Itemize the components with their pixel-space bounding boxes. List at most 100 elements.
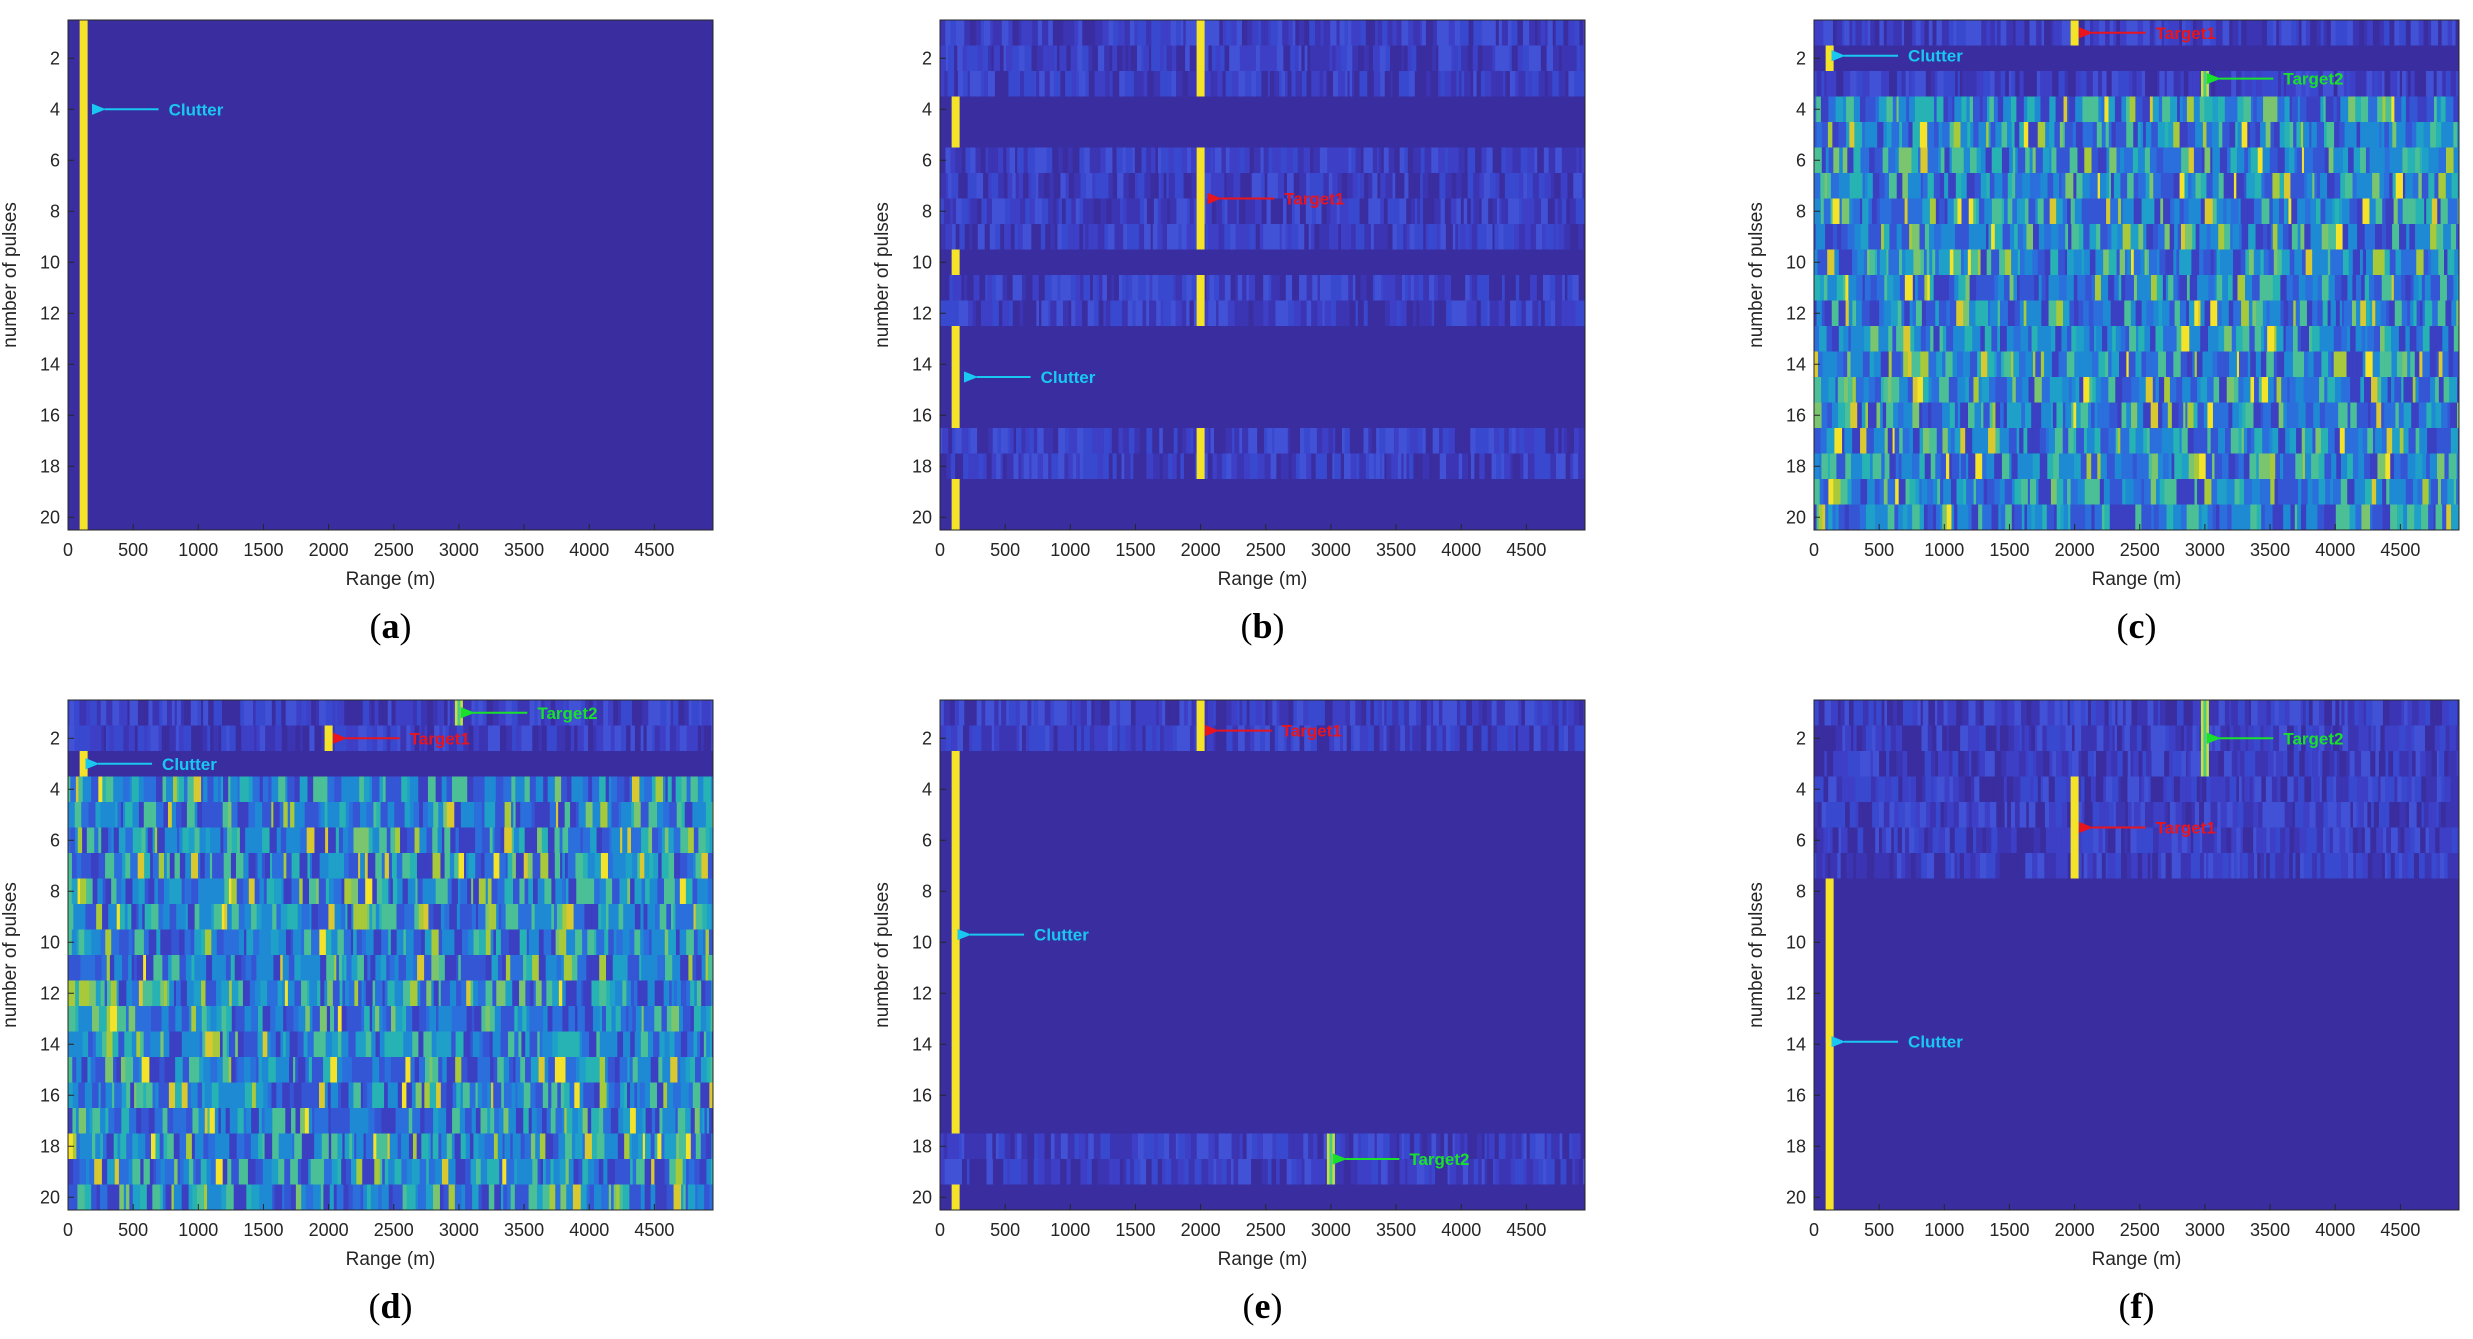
speckle-cell	[1853, 96, 1861, 122]
speckle-cell	[1861, 402, 1866, 428]
noise-cell	[2330, 20, 2337, 46]
noise-cell	[1518, 71, 1526, 97]
speckle-cell	[336, 853, 345, 879]
speckle-cell	[2401, 300, 2408, 326]
speckle-cell	[1860, 428, 1868, 454]
noise-cell	[1377, 173, 1381, 199]
speckle-cell	[2186, 275, 2191, 301]
noise-cell	[391, 700, 397, 726]
speckle-cell	[1957, 351, 1964, 377]
speckle-cell	[582, 827, 591, 853]
speckle-cell	[1871, 198, 1878, 224]
noise-cell	[374, 700, 380, 726]
noise-cell	[1578, 275, 1585, 301]
noise-cell	[137, 725, 145, 751]
speckle-cell	[2334, 377, 2342, 403]
noise-cell	[1323, 71, 1328, 97]
noise-cell	[1117, 45, 1123, 71]
noise-cell	[540, 700, 546, 726]
speckle-cell	[1847, 351, 1852, 377]
noise-cell	[1060, 275, 1067, 301]
speckle-cell	[2083, 300, 2090, 326]
speckle-cell	[2039, 453, 2048, 479]
speckle-cell	[1921, 402, 1929, 428]
speckle-cell	[2193, 428, 2201, 454]
noise-cell	[1224, 173, 1228, 199]
speckle-cell	[2131, 402, 2138, 428]
noise-cell	[2421, 71, 2427, 97]
noise-cell	[1336, 147, 1344, 173]
speckle-cell	[2083, 224, 2091, 250]
speckle-cell	[427, 802, 434, 828]
noise-cell	[1151, 20, 1158, 46]
noise-cell	[1275, 300, 1282, 326]
x-tick-label: 3500	[1376, 540, 1416, 560]
speckle-cell	[2302, 453, 2306, 479]
speckle-cell	[2434, 147, 2440, 173]
speckle-cell	[2068, 504, 2071, 530]
speckle-cell	[2378, 504, 2384, 530]
noise-cell	[1527, 198, 1535, 224]
speckle-cell	[2297, 504, 2302, 530]
noise-cell	[1461, 173, 1469, 199]
noise-cell	[1092, 224, 1099, 250]
speckle-cell	[2193, 504, 2200, 530]
speckle-cell	[1832, 224, 1838, 250]
noise-cell	[2301, 20, 2307, 46]
speckle-cell	[2176, 377, 2183, 403]
noise-cell	[1316, 198, 1323, 224]
speckle-cell	[2382, 479, 2387, 505]
noise-cell	[1002, 300, 1010, 326]
noise-cell	[1121, 453, 1125, 479]
speckle-cell	[358, 853, 361, 879]
noise-cell	[1358, 45, 1365, 71]
clutter-line	[951, 249, 960, 275]
noise-cell	[1550, 300, 1556, 326]
speckle-cell	[1982, 453, 1987, 479]
speckle-cell	[2194, 326, 2201, 352]
speckle-cell	[2173, 275, 2179, 301]
speckle-cell	[88, 802, 97, 828]
speckle-cell	[2438, 173, 2447, 199]
speckle-cell	[398, 802, 406, 828]
speckle-cell	[663, 802, 670, 828]
speckle-cell	[402, 827, 408, 853]
noise-cell	[945, 147, 951, 173]
noise-cell	[1461, 45, 1469, 71]
speckle-cell	[2099, 479, 2105, 505]
noise-cell	[1483, 275, 1490, 301]
noise-cell	[103, 725, 107, 751]
noise-cell	[1062, 300, 1070, 326]
speckle-cell	[1874, 147, 1884, 173]
speckle-cell	[2133, 249, 2139, 275]
speckle-cell	[2448, 326, 2455, 352]
speckle-cell	[1887, 479, 1896, 505]
speckle-cell	[2328, 351, 2333, 377]
noise-cell	[1246, 224, 1250, 250]
speckle-cell	[2126, 147, 2134, 173]
noise-cell	[995, 224, 1001, 250]
noise-cell	[1414, 173, 1421, 199]
noise-cell	[1385, 428, 1392, 454]
noise-cell	[1338, 275, 1343, 301]
noise-cell	[1398, 428, 1403, 454]
speckle-cell	[2132, 147, 2139, 173]
noise-cell	[1351, 147, 1357, 173]
speckle-cell	[2308, 326, 2313, 352]
noise-cell	[1138, 224, 1145, 250]
speckle-cell	[376, 802, 382, 828]
noise-cell	[1210, 173, 1217, 199]
noise-cell	[1466, 300, 1473, 326]
speckle-cell	[2157, 453, 2164, 479]
speckle-cell	[1887, 504, 1892, 530]
speckle-cell	[2213, 377, 2218, 403]
noise-cell	[1507, 173, 1514, 199]
noise-cell	[940, 20, 946, 46]
speckle-cell	[245, 827, 251, 853]
noise-cell	[2426, 71, 2431, 97]
speckle-cell	[2274, 479, 2279, 505]
noise-cell	[1189, 300, 1195, 326]
noise-cell	[292, 725, 297, 751]
speckle-cell	[1860, 479, 1868, 505]
noise-cell	[1479, 173, 1485, 199]
